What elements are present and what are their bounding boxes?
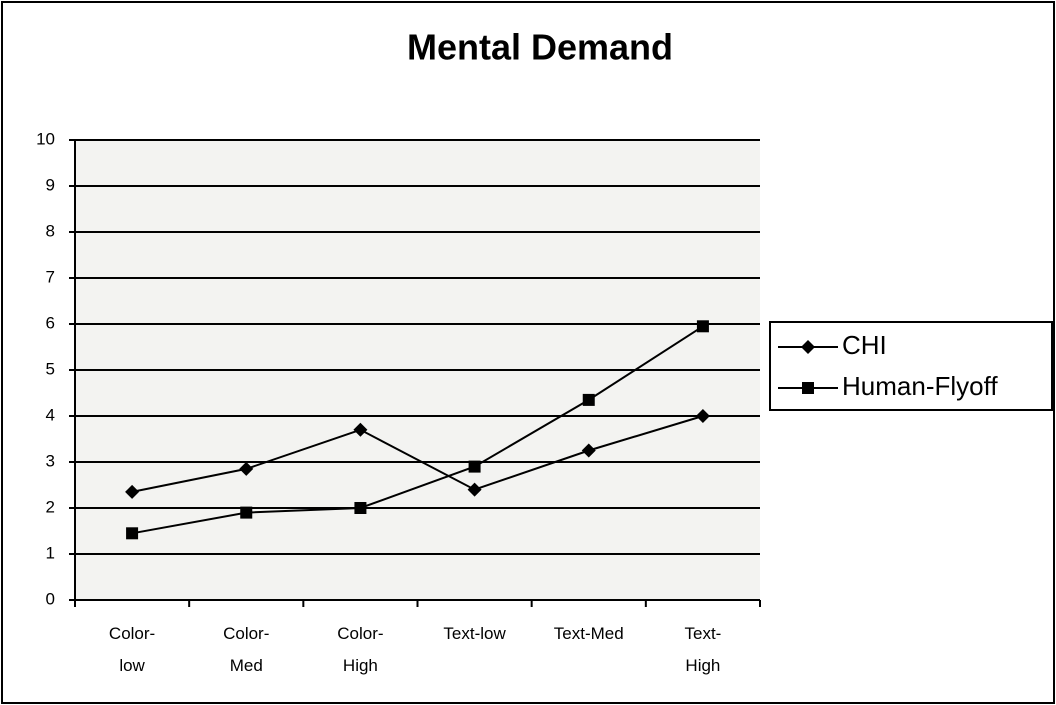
x-tick-label: Color-High bbox=[337, 624, 383, 675]
data-point bbox=[354, 502, 367, 514]
data-point bbox=[695, 409, 710, 423]
data-point bbox=[353, 422, 368, 437]
data-point bbox=[239, 461, 254, 476]
legend-marker bbox=[801, 340, 815, 354]
data-point bbox=[125, 484, 140, 499]
y-tick-label: 0 bbox=[46, 589, 55, 608]
data-point bbox=[240, 506, 253, 519]
legend-label: CHI bbox=[842, 330, 887, 360]
x-tick-label: Text-low bbox=[443, 624, 506, 643]
y-tick-label: 5 bbox=[46, 359, 55, 378]
x-tick-label: Text-High bbox=[684, 624, 721, 675]
legend-box bbox=[769, 321, 1053, 411]
y-tick-label: 9 bbox=[46, 175, 55, 194]
data-point bbox=[696, 320, 709, 333]
y-tick-label: 6 bbox=[46, 313, 55, 332]
y-tick-label: 8 bbox=[46, 221, 55, 240]
y-tick-label: 7 bbox=[46, 267, 55, 286]
series-line bbox=[131, 415, 704, 493]
y-tick-label: 2 bbox=[46, 497, 55, 516]
y-tick-label: 1 bbox=[46, 543, 55, 562]
series-line bbox=[131, 325, 704, 535]
y-tick-label: 4 bbox=[46, 405, 55, 424]
x-tick-label: Text-Med bbox=[554, 624, 624, 643]
x-tick-label: Color-low bbox=[109, 624, 155, 675]
x-tick-label: Color-Med bbox=[223, 624, 269, 675]
data-point bbox=[582, 393, 595, 406]
chart-title: Mental Demand bbox=[407, 27, 673, 68]
y-tick-label: 3 bbox=[46, 451, 55, 470]
y-tick-label: 10 bbox=[36, 129, 55, 148]
legend-marker bbox=[802, 382, 814, 394]
data-point bbox=[581, 443, 596, 458]
data-point bbox=[467, 482, 482, 497]
data-point bbox=[468, 460, 481, 473]
legend-label: Human-Flyoff bbox=[842, 371, 998, 401]
data-point bbox=[126, 527, 139, 540]
